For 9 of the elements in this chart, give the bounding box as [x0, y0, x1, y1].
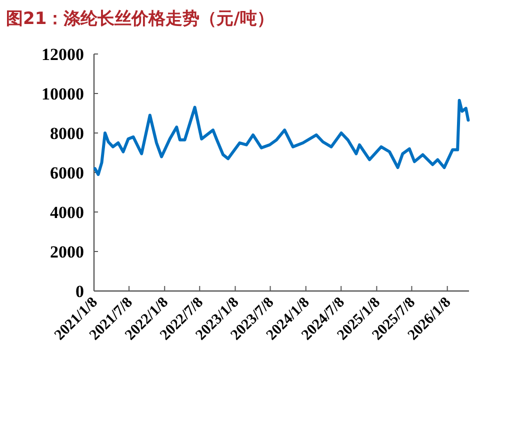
y-tick-label: 8000 [50, 124, 84, 143]
chart-title: 图21：涤纶长丝价格走势（元/吨） [6, 9, 274, 29]
y-tick-label: 0 [76, 282, 84, 301]
y-tick-label: 10000 [42, 84, 84, 104]
y-tick-label: 12000 [42, 45, 84, 64]
y-tick-label: 4000 [50, 203, 84, 222]
y-tick-label: 6000 [50, 164, 84, 182]
line-series [93, 98, 470, 176]
y-tick-label: 2000 [50, 242, 84, 262]
